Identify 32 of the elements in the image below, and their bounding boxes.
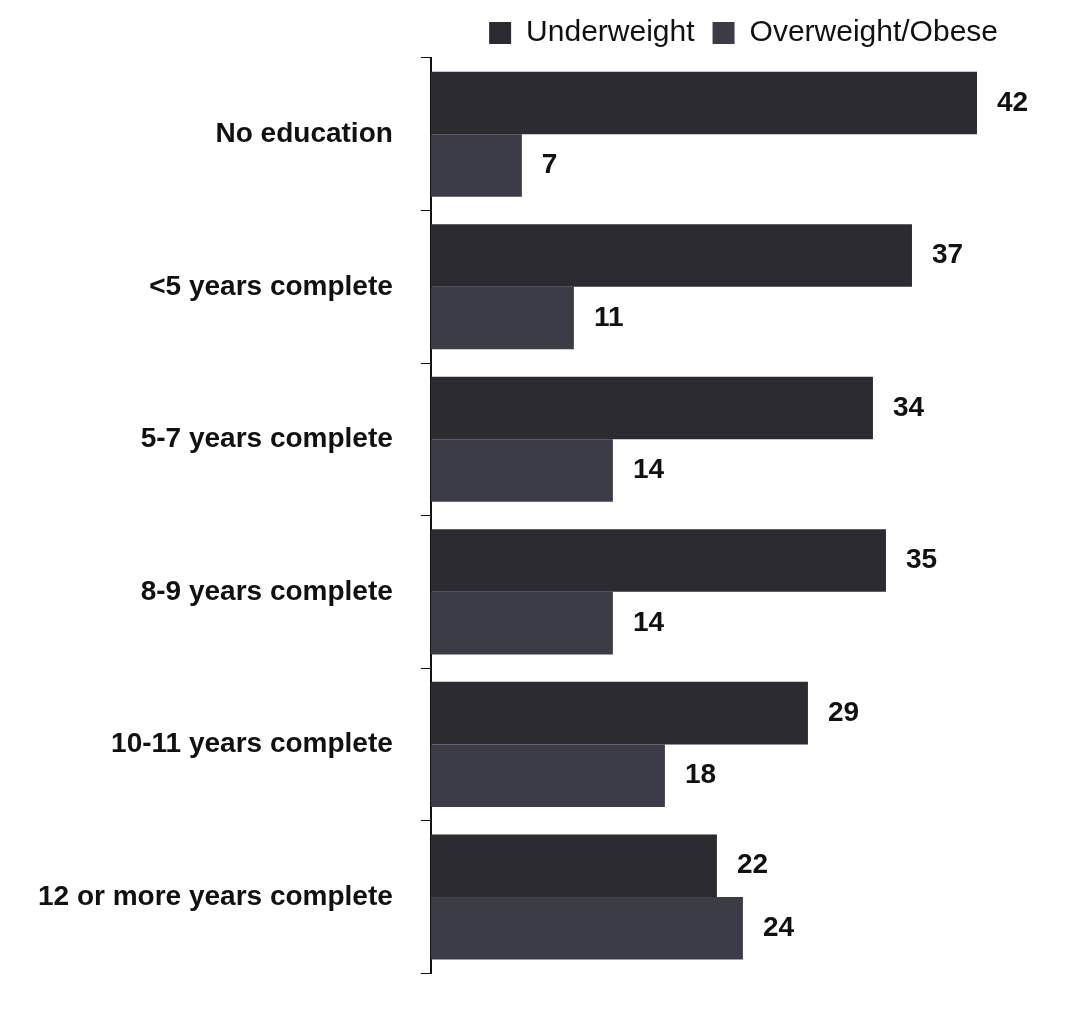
y-tick-label: 5-7 years complete bbox=[140, 422, 393, 454]
bar bbox=[430, 71, 977, 135]
bar bbox=[430, 834, 717, 897]
y-tick-label: No education bbox=[215, 116, 393, 148]
data-label: 24 bbox=[762, 910, 795, 942]
bar bbox=[430, 376, 873, 440]
data-label: 42 bbox=[996, 85, 1029, 117]
data-label: 37 bbox=[931, 238, 964, 270]
bar bbox=[430, 439, 613, 502]
y-tick-label: 10-11 years complete bbox=[111, 727, 393, 759]
data-label: 11 bbox=[593, 300, 624, 332]
data-label: 14 bbox=[632, 605, 665, 637]
data-label: 34 bbox=[892, 390, 925, 422]
data-label: 29 bbox=[827, 695, 860, 727]
bar bbox=[430, 591, 613, 655]
y-tick-label: <5 years complete bbox=[149, 269, 393, 301]
data-label: 22 bbox=[736, 848, 769, 880]
data-label: 18 bbox=[684, 758, 717, 790]
bar bbox=[430, 134, 522, 197]
legend-label: Underweight bbox=[526, 14, 696, 48]
bar bbox=[430, 681, 808, 745]
legend-label: Overweight/Obese bbox=[749, 14, 998, 48]
data-label: 35 bbox=[905, 543, 938, 575]
bar bbox=[430, 224, 912, 287]
bar bbox=[430, 286, 574, 350]
bar bbox=[430, 529, 886, 592]
data-label: 7 bbox=[541, 148, 558, 180]
y-tick-label: 8-9 years complete bbox=[140, 574, 393, 606]
bar bbox=[430, 744, 665, 807]
data-label: 14 bbox=[632, 453, 665, 485]
y-tick-label: 12 or more years complete bbox=[38, 879, 393, 911]
bar bbox=[430, 896, 743, 960]
